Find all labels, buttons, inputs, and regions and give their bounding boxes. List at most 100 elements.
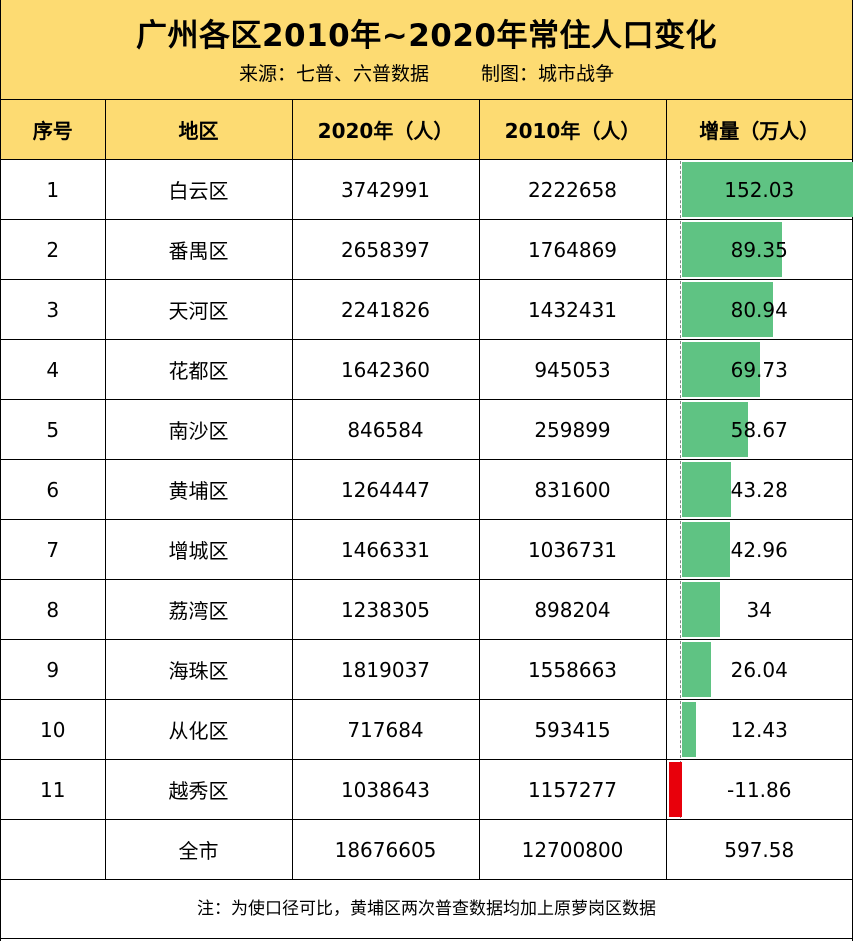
total-label: 全市 bbox=[104, 819, 293, 880]
total-no bbox=[1, 819, 106, 880]
data-bar-track bbox=[679, 281, 852, 338]
data-bar-track bbox=[679, 401, 852, 458]
data-bar-track bbox=[679, 341, 852, 398]
row-no: 2 bbox=[1, 219, 106, 280]
row-increase: 69.73 bbox=[665, 339, 852, 400]
table-row: 5 南沙区 846584 259899 58.67 bbox=[1, 399, 852, 460]
data-bar-track bbox=[679, 641, 852, 698]
table-row: 6 黄埔区 1264447 831600 43.28 bbox=[1, 459, 852, 520]
increase-value: 152.03 bbox=[724, 177, 795, 202]
row-pop2010: 1558663 bbox=[478, 639, 667, 700]
row-increase: -11.86 bbox=[665, 759, 852, 820]
row-district: 荔湾区 bbox=[104, 579, 293, 640]
row-district: 从化区 bbox=[104, 699, 293, 760]
subtitle: 来源：七普、六普数据 制图：城市战争 bbox=[1, 62, 852, 86]
row-pop2010: 898204 bbox=[478, 579, 667, 640]
table-row: 9 海珠区 1819037 1558663 26.04 bbox=[1, 639, 852, 700]
header-pop2020: 2020年（人） bbox=[291, 100, 480, 160]
row-increase: 26.04 bbox=[665, 639, 852, 700]
row-increase: 42.96 bbox=[665, 519, 852, 580]
table-row: 8 荔湾区 1238305 898204 34 bbox=[1, 579, 852, 640]
data-bar-track bbox=[679, 521, 852, 578]
table-row: 3 天河区 2241826 1432431 80.94 bbox=[1, 279, 852, 340]
data-bar bbox=[681, 342, 760, 397]
page-title: 广州各区2010年~2020年常住人口变化 bbox=[135, 18, 718, 54]
data-bar-track bbox=[679, 221, 852, 278]
row-pop2010: 831600 bbox=[478, 459, 667, 520]
total-pop2020: 18676605 bbox=[291, 819, 480, 880]
row-increase: 43.28 bbox=[665, 459, 852, 520]
row-increase: 58.67 bbox=[665, 399, 852, 460]
row-district: 花都区 bbox=[104, 339, 293, 400]
row-no: 1 bbox=[1, 159, 106, 220]
increase-value: 26.04 bbox=[730, 657, 788, 682]
row-pop2020: 1466331 bbox=[291, 519, 480, 580]
data-bar bbox=[681, 162, 853, 217]
row-pop2020: 2658397 bbox=[291, 219, 480, 280]
row-no: 3 bbox=[1, 279, 106, 340]
total-row: 全市 18676605 12700800 597.58 bbox=[1, 819, 852, 880]
row-pop2010: 2222658 bbox=[478, 159, 667, 220]
row-no: 11 bbox=[1, 759, 106, 820]
row-pop2010: 1157277 bbox=[478, 759, 667, 820]
row-no: 9 bbox=[1, 639, 106, 700]
source-note: 来源：七普、六普数据 bbox=[238, 63, 429, 85]
row-district: 增城区 bbox=[104, 519, 293, 580]
total-increase: 597.58 bbox=[665, 819, 852, 880]
data-bar bbox=[681, 582, 720, 637]
data-bar bbox=[681, 402, 748, 457]
header-no: 序号 bbox=[1, 100, 106, 160]
header-pop2010: 2010年（人） bbox=[478, 100, 667, 160]
data-bar bbox=[681, 282, 773, 337]
increase-value: 34 bbox=[746, 597, 772, 622]
row-pop2010: 945053 bbox=[478, 339, 667, 400]
increase-value: -11.86 bbox=[727, 777, 792, 802]
row-no: 10 bbox=[1, 699, 106, 760]
increase-value: 42.96 bbox=[730, 537, 788, 562]
row-increase: 152.03 bbox=[665, 159, 853, 220]
data-bar-track bbox=[679, 161, 853, 218]
data-bar bbox=[681, 222, 782, 277]
header-increase: 增量（万人） bbox=[665, 100, 852, 160]
increase-value: 89.35 bbox=[730, 237, 788, 262]
row-district: 天河区 bbox=[104, 279, 293, 340]
data-bar bbox=[668, 762, 682, 817]
table-row: 7 增城区 1466331 1036731 42.96 bbox=[1, 519, 852, 580]
table-row: 1 白云区 3742991 2222658 152.03 bbox=[1, 159, 853, 220]
row-increase: 34 bbox=[665, 579, 852, 640]
data-bar-track bbox=[668, 761, 852, 818]
footnote: 注：为使口径可比，黄埔区两次普查数据均加上原萝岗区数据 bbox=[1, 880, 852, 939]
data-bar-track bbox=[679, 461, 852, 518]
row-pop2020: 1819037 bbox=[291, 639, 480, 700]
table-row: 11 越秀区 1038643 1157277 -11.86 bbox=[1, 759, 852, 820]
row-pop2020: 1038643 bbox=[291, 759, 480, 820]
row-pop2020: 1642360 bbox=[291, 339, 480, 400]
row-no: 7 bbox=[1, 519, 106, 580]
row-pop2020: 2241826 bbox=[291, 279, 480, 340]
increase-value: 58.67 bbox=[730, 417, 788, 442]
row-district: 海珠区 bbox=[104, 639, 293, 700]
increase-value: 69.73 bbox=[730, 357, 788, 382]
header-district: 地区 bbox=[104, 100, 293, 160]
row-pop2020: 717684 bbox=[291, 699, 480, 760]
data-bar bbox=[681, 702, 696, 757]
increase-value: 43.28 bbox=[730, 477, 788, 502]
data-bar-track bbox=[679, 581, 852, 638]
row-district: 越秀区 bbox=[104, 759, 293, 820]
row-no: 6 bbox=[1, 459, 106, 520]
population-table: 序号 地区 2020年（人） 2010年（人） 增量（万人） 1 白云区 37429… bbox=[1, 100, 853, 880]
row-pop2010: 1432431 bbox=[478, 279, 667, 340]
row-district: 番禺区 bbox=[104, 219, 293, 280]
title-block: 广州各区2010年~2020年常住人口变化 来源：七普、六普数据 制图：城市战争 bbox=[1, 0, 852, 100]
row-increase: 89.35 bbox=[665, 219, 852, 280]
row-no: 8 bbox=[1, 579, 106, 640]
row-pop2020: 846584 bbox=[291, 399, 480, 460]
row-pop2010: 259899 bbox=[478, 399, 667, 460]
data-bar bbox=[681, 642, 711, 697]
row-pop2020: 3742991 bbox=[291, 159, 480, 220]
row-district: 南沙区 bbox=[104, 399, 293, 460]
row-district: 白云区 bbox=[104, 159, 293, 220]
row-pop2010: 1764869 bbox=[478, 219, 667, 280]
table-row: 2 番禺区 2658397 1764869 89.35 bbox=[1, 219, 852, 280]
